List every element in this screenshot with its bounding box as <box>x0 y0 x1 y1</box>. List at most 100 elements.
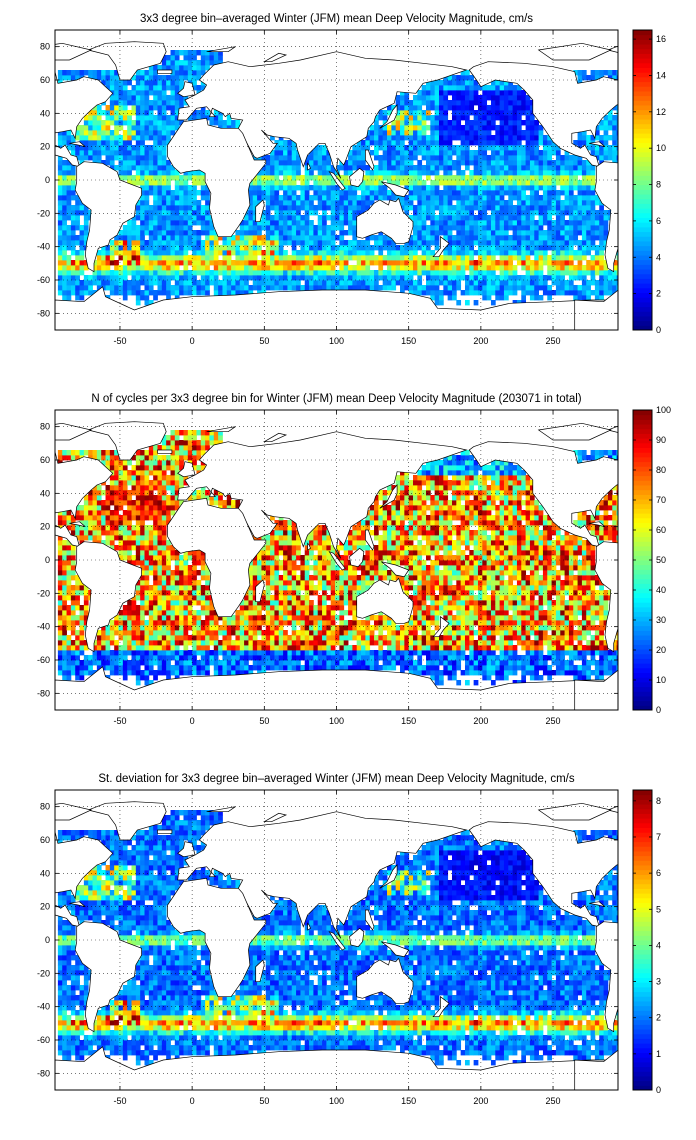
heatmap-cell <box>109 120 115 126</box>
heatmap-cell <box>577 185 583 191</box>
heatmap-cell <box>270 200 275 206</box>
heatmap-cell <box>581 170 587 176</box>
heatmap-cell <box>490 105 496 111</box>
heatmap-cell <box>265 255 271 261</box>
heatmap-cell <box>144 240 150 246</box>
heatmap-cell <box>278 145 284 151</box>
heatmap-cell <box>473 265 479 271</box>
heatmap-cell <box>157 80 163 86</box>
heatmap-cell <box>140 280 145 286</box>
heatmap-cell <box>581 180 587 186</box>
heatmap-cell <box>157 275 163 281</box>
heatmap-cell <box>499 255 505 261</box>
heatmap-cell <box>183 285 189 291</box>
heatmap-cell <box>434 85 440 91</box>
heatmap-cell <box>521 135 527 141</box>
heatmap-cell <box>374 170 379 176</box>
heatmap-cell <box>235 285 241 291</box>
heatmap-cell <box>114 460 119 466</box>
heatmap-cell <box>456 250 462 256</box>
heatmap-cell <box>161 600 167 606</box>
heatmap-cell <box>508 190 514 196</box>
heatmap-cell <box>62 250 67 256</box>
heatmap-cell <box>612 285 617 291</box>
heatmap-cell <box>114 640 119 646</box>
heatmap-cell <box>92 280 98 286</box>
heatmap-cell <box>413 110 418 116</box>
heatmap-cell <box>547 255 552 261</box>
heatmap-cell <box>382 145 388 151</box>
heatmap-cell <box>395 170 401 176</box>
heatmap-cell <box>599 145 604 151</box>
heatmap-cell <box>148 635 154 641</box>
heatmap-cell <box>473 110 479 116</box>
heatmap-cell <box>577 140 583 146</box>
heatmap-cell <box>508 175 514 181</box>
heatmap-cell <box>447 120 453 126</box>
heatmap-cell <box>174 275 180 281</box>
heatmap-cell <box>144 90 150 96</box>
heatmap-cell <box>70 195 76 201</box>
heatmap-cell <box>451 145 457 151</box>
heatmap-cell <box>161 655 167 661</box>
heatmap-cell <box>244 230 249 236</box>
heatmap-cell <box>144 255 150 261</box>
heatmap-cell <box>426 150 431 156</box>
heatmap-cell <box>57 250 63 256</box>
heatmap-cell <box>343 230 349 236</box>
heatmap-cell <box>161 550 167 556</box>
heatmap-cell <box>451 75 457 81</box>
heatmap-cell <box>538 260 544 266</box>
heatmap-cell <box>460 95 466 101</box>
heatmap-cell <box>551 220 557 226</box>
heatmap-cell <box>464 70 470 76</box>
heatmap-cell <box>161 190 167 196</box>
heatmap-cell <box>283 255 288 261</box>
heatmap-cell <box>66 170 72 176</box>
heatmap-cell <box>118 475 124 481</box>
heatmap-cell <box>213 115 219 121</box>
heatmap-cell <box>356 200 362 206</box>
heatmap-cell <box>109 290 115 296</box>
heatmap-cell <box>421 250 427 256</box>
heatmap-cell <box>542 165 548 171</box>
heatmap-cell <box>568 210 574 216</box>
heatmap-cell <box>105 540 111 546</box>
heatmap-cell <box>166 265 171 271</box>
heatmap-cell <box>456 285 462 291</box>
heatmap-cell <box>382 235 388 241</box>
heatmap-cell <box>157 460 163 466</box>
heatmap-cell <box>70 265 76 271</box>
heatmap-cell <box>174 200 180 206</box>
heatmap-cell <box>135 665 141 671</box>
heatmap-cell <box>192 190 197 196</box>
heatmap-cell <box>200 170 206 176</box>
heatmap-cell <box>387 195 392 201</box>
heatmap <box>57 50 618 306</box>
heatmap-cell <box>508 100 514 106</box>
heatmap-cell <box>153 600 158 606</box>
heatmap-cell <box>144 250 150 256</box>
heatmap-cell <box>140 220 145 226</box>
heatmap-cell <box>161 75 167 81</box>
heatmap-cell <box>213 55 219 61</box>
heatmap-cell <box>70 240 76 246</box>
heatmap-cell <box>430 85 436 91</box>
heatmap-cell <box>339 275 345 281</box>
heatmap-cell <box>114 670 119 676</box>
heatmap-cell <box>304 160 310 166</box>
heatmap-cell <box>443 250 449 256</box>
heatmap-cell <box>183 185 189 191</box>
heatmap-cell <box>434 130 440 136</box>
heatmap-cell <box>447 80 453 86</box>
heatmap-cell <box>122 615 128 621</box>
heatmap-cell <box>122 675 128 681</box>
heatmap-cell <box>456 180 462 186</box>
heatmap-cell <box>413 225 418 231</box>
heatmap-cell <box>438 110 444 116</box>
land-outline <box>537 42 612 61</box>
heatmap-cell <box>313 145 319 151</box>
heatmap-cell <box>278 155 284 161</box>
heatmap-cell <box>179 85 184 91</box>
heatmap-cell <box>196 200 202 206</box>
